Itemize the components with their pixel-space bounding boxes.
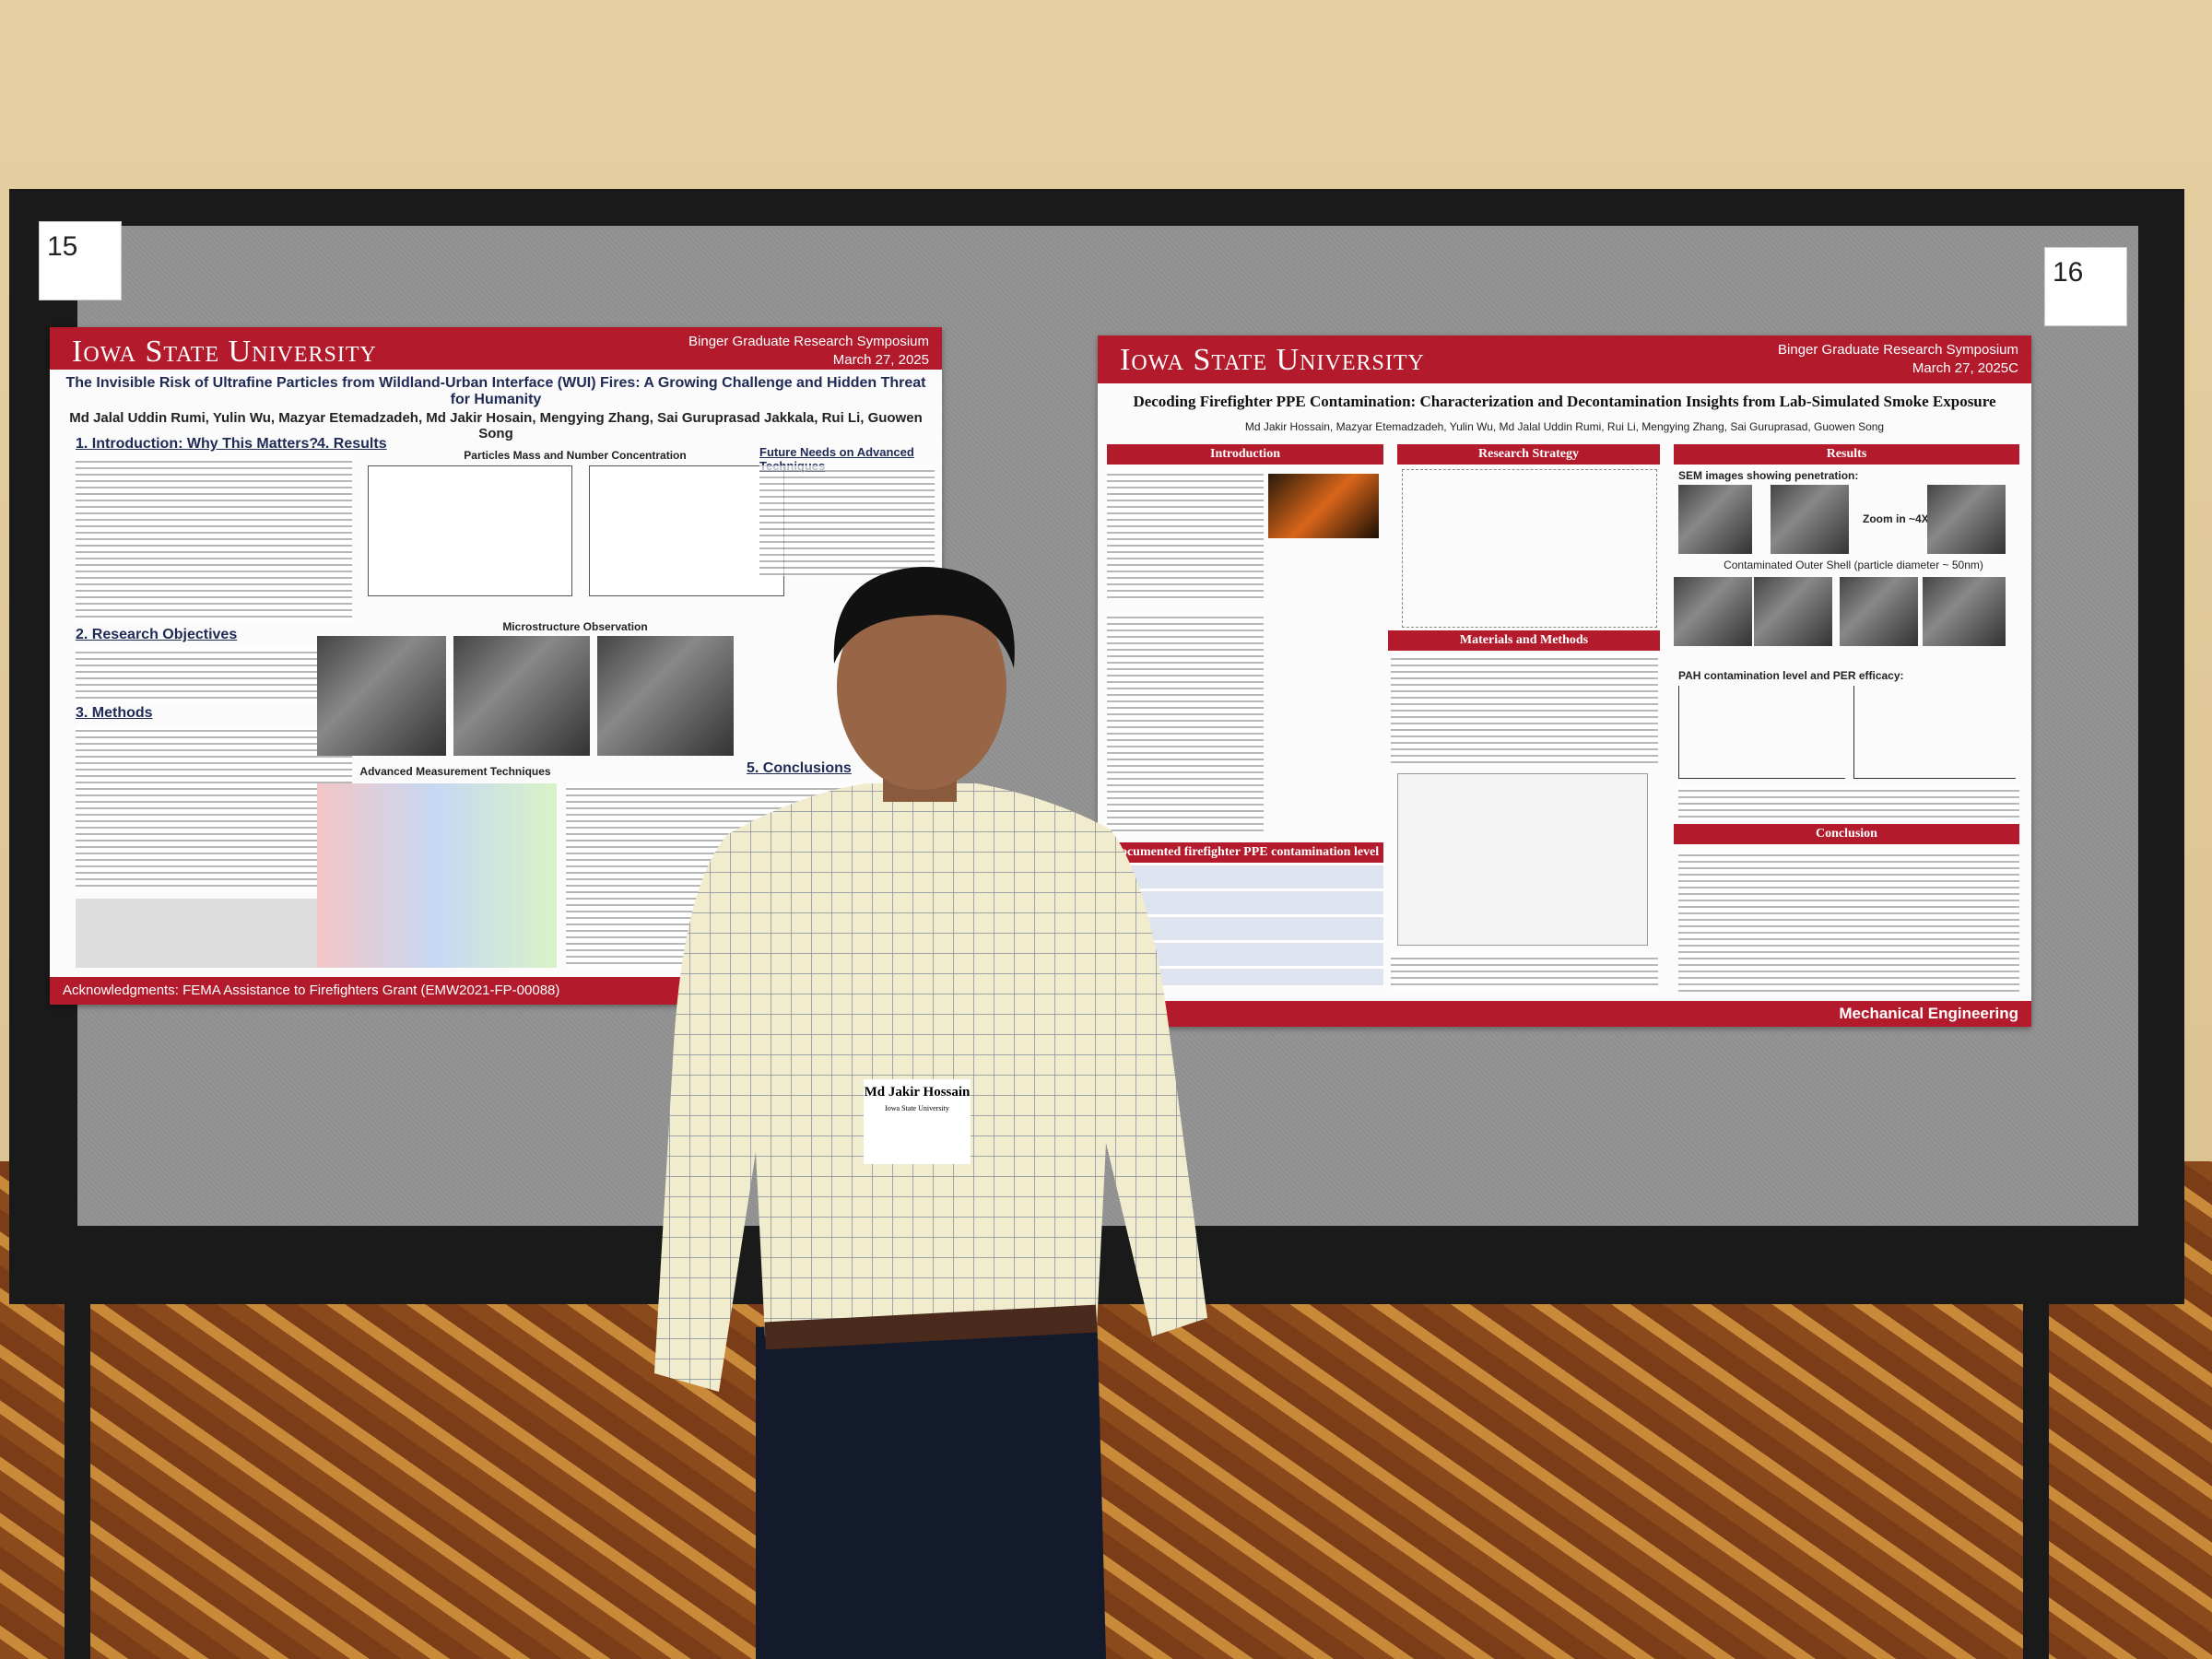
badge-affiliation: Iowa State University [885,1104,949,1112]
text-block [1678,785,2019,822]
acknowledgments: Acknowledgments: FEMA Assistance to Fire… [63,982,560,998]
event: Binger Graduate Research Symposium March … [1778,341,2018,378]
event-date: March 27, 2025C [1912,360,2018,376]
section-heading: Conclusion [1674,824,2019,844]
board-leg-right [2023,1290,2049,1659]
section-heading: Research Strategy [1397,444,1660,465]
caption: SEM images showing penetration: [1678,469,1859,482]
figure-title: Advanced Measurement Techniques [359,765,551,778]
text-block [1391,653,1658,764]
section-heading: Documented firefighter PPE contamination… [1107,842,1383,863]
text-block [1391,953,1658,990]
belt [764,1304,1098,1350]
sem-image [1840,577,1918,646]
chart-figure [368,465,572,596]
section-heading: 4. Results [317,436,387,452]
university: Iowa State University [1120,343,1425,377]
caption: Contaminated Outer Shell (particle diame… [1724,559,1983,571]
face [837,583,1006,790]
text-block [76,647,352,702]
section-heading: Introduction [1107,444,1383,465]
board-number: 15 [39,221,122,300]
badge-name: Md Jakir Hossain [864,1085,971,1100]
sem-image [1754,577,1832,646]
section-heading: 2. Research Objectives [76,627,238,642]
poster-title: The Invisible Risk of Ultrafine Particle… [65,375,926,407]
section-heading: 3. Methods [76,705,153,721]
figure [76,899,352,968]
chart-figure [589,465,784,596]
figure-title: Microstructure Observation [502,620,648,633]
text-block [759,465,935,576]
sem-image [317,636,446,756]
poster-right: Iowa State University Binger Graduate Re… [1098,335,2031,1027]
sem-image [453,636,590,756]
event: Binger Graduate Research Symposium March … [688,333,929,370]
poster-header: Iowa State University Binger Graduate Re… [50,327,942,370]
text-block [76,456,352,622]
sem-image [1674,577,1752,646]
poster-authors: Md Jakir Hossain, Mazyar Etemadzadeh, Yu… [1244,420,1885,433]
hair [833,567,1015,668]
bar-chart [1678,686,1845,779]
university: Iowa State University [72,335,377,369]
poster-header: Iowa State University Binger Graduate Re… [1098,335,2031,383]
section-heading: Materials and Methods [1388,630,1660,651]
section-heading: 5. Conclusions [747,760,852,776]
text-block [1678,850,2019,993]
caption: Zoom in ~4X [1863,512,1929,525]
setup-diagram [1397,773,1648,946]
text-block [1107,469,1264,598]
sem-image [597,636,734,756]
event-date: March 27, 2025 [832,352,929,368]
sem-image [1771,485,1849,554]
event-name: Binger Graduate Research Symposium [1778,342,2018,358]
sem-image [1927,485,2006,554]
event-name: Binger Graduate Research Symposium [688,334,929,349]
board-leg-left [65,1290,90,1659]
section-heading: 1. Introduction: Why This Matters? [76,436,319,452]
photo-fire [1268,474,1379,538]
figure-title: Particles Mass and Number Concentration [464,449,687,462]
sem-image [1678,485,1752,554]
text-block [76,725,352,891]
flowchart [1402,469,1657,628]
name-badge: Md Jakir Hossain Iowa State University [864,1079,971,1164]
text-block [1107,612,1264,833]
section-heading: Results [1674,444,2019,465]
footer-department: Mechanical Engineering [1839,1005,2018,1022]
poster-footer: Mechanical Engineering [1098,1001,2031,1027]
pants [756,1309,1106,1659]
poster-authors: Md Jalal Uddin Rumi, Yulin Wu, Mazyar Et… [69,410,923,441]
bar-chart [1853,686,2016,779]
board-number: 16 [2044,247,2127,326]
caption: PAH contamination level and PER efficacy… [1678,669,1904,682]
diagram [317,783,557,968]
poster-title: Decoding Firefighter PPE Contamination: … [1133,393,1996,410]
sem-image [1923,577,2006,646]
